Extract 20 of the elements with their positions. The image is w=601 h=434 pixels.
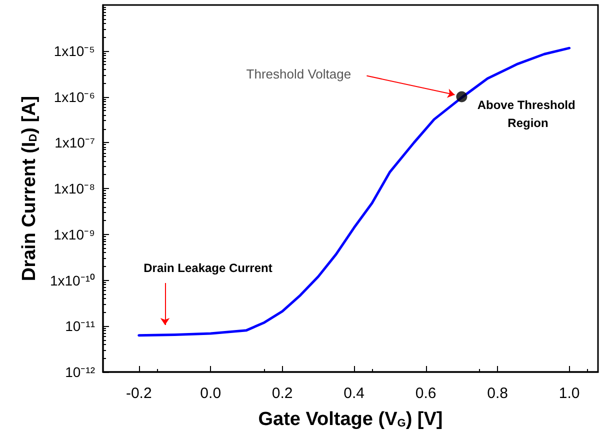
x-tick-label: 0.8 bbox=[487, 385, 508, 402]
y-tick-label: 1x10⁻⁷ bbox=[54, 134, 95, 151]
x-tick-label: 0.0 bbox=[200, 385, 222, 402]
y-tick-label: 1x10⁻⁹ bbox=[54, 226, 95, 242]
x-tick-label: 0.4 bbox=[344, 385, 365, 402]
x-tick-label: 1.0 bbox=[558, 385, 580, 402]
annotation: Threshold Voltage bbox=[246, 66, 352, 82]
annotation: Drain Leakage Current bbox=[144, 261, 272, 275]
x-tick-label: 0.2 bbox=[272, 385, 293, 402]
y-tick-label: 1x10⁻⁶ bbox=[54, 88, 95, 105]
x-tick-label: -0.2 bbox=[126, 385, 152, 402]
y-axis-title: Drain Current (ID) [A] bbox=[19, 96, 40, 282]
y-tick-label: 10⁻¹² bbox=[65, 364, 96, 380]
y-tick-label: 1x10⁻⁸ bbox=[54, 180, 96, 196]
annotation: Above Threshold Region bbox=[477, 98, 579, 130]
x-tick-label: 0.6 bbox=[415, 385, 436, 402]
y-tick-label: 10⁻¹¹ bbox=[65, 318, 96, 334]
y-tick-label: 1x10⁻¹⁰ bbox=[50, 272, 95, 288]
x-axis-title: Gate Voltage (VG) [V] bbox=[258, 409, 443, 430]
y-tick-label: 1x10⁻⁵ bbox=[54, 42, 95, 59]
